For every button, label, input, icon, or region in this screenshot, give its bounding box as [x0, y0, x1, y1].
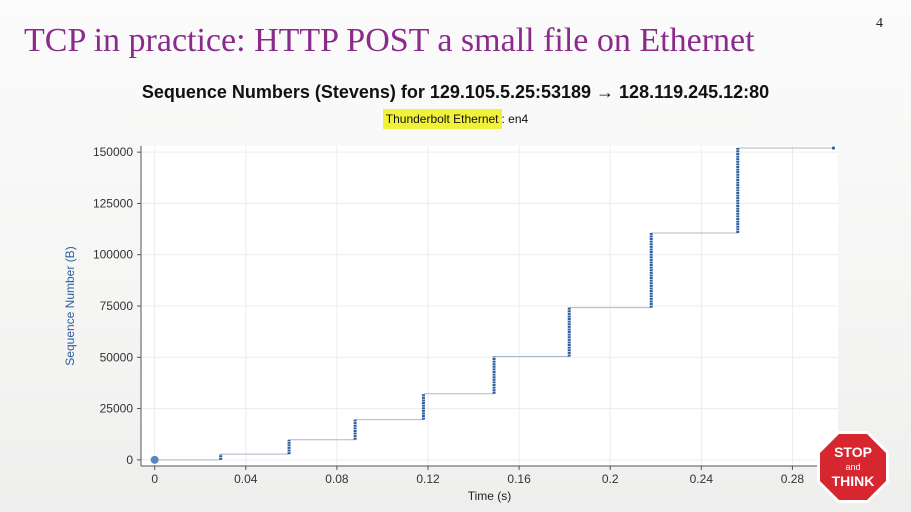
- x-tick-label: 0.28: [781, 472, 805, 486]
- y-tick-label: 50000: [100, 350, 134, 364]
- stop-sign-stop-text: STOP: [834, 444, 872, 460]
- y-tick-label: 25000: [100, 402, 134, 416]
- stop-sign-and-text: and: [845, 462, 860, 472]
- x-tick-label: 0.2: [602, 472, 619, 486]
- interface-name: Thunderbolt Ethernet: [382, 109, 502, 129]
- interface-suffix: : en4: [501, 112, 529, 126]
- x-tick-label: 0.04: [234, 472, 258, 486]
- page-number: 4: [876, 16, 883, 31]
- x-tick-label: 0: [151, 472, 158, 486]
- y-tick-label: 125000: [93, 196, 133, 210]
- x-tick-label: 0.08: [325, 472, 349, 486]
- stop-and-think-sign: STOP and THINK: [817, 431, 889, 503]
- x-tick-label: 0.16: [507, 472, 531, 486]
- final-point: [831, 146, 836, 150]
- slide-title: TCP in practice: HTTP POST a small file …: [24, 22, 755, 59]
- syn-point: [150, 455, 159, 464]
- stop-sign-octagon: [820, 434, 886, 500]
- x-tick-label: 0.24: [690, 472, 714, 486]
- graph-title: Sequence Numbers (Stevens) for 129.105.5…: [141, 82, 770, 102]
- y-tick-label: 75000: [100, 299, 134, 313]
- x-axis-label: Time (s): [468, 489, 512, 503]
- interface-label: Thunderbolt Ethernet: en4: [0, 109, 911, 129]
- y-axis-label: Sequence Number (B): [63, 246, 77, 365]
- y-tick-label: 0: [126, 453, 133, 467]
- stop-sign-think-text: THINK: [832, 473, 875, 489]
- y-tick-label: 150000: [93, 145, 133, 159]
- x-tick-label: 0.12: [416, 472, 440, 486]
- y-tick-label: 100000: [93, 248, 133, 262]
